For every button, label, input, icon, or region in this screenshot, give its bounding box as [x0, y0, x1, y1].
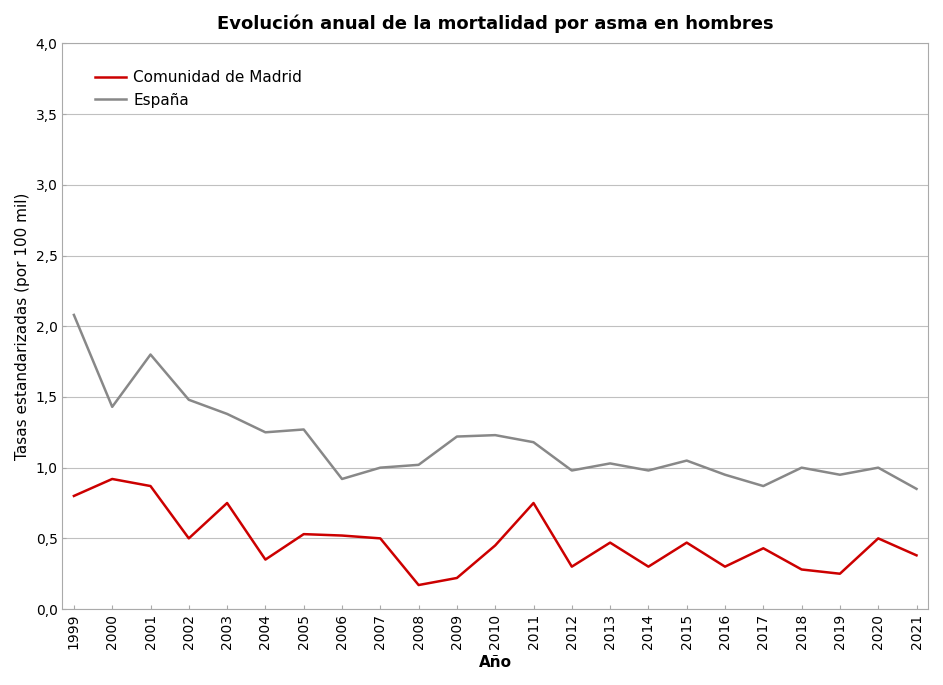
Comunidad de Madrid	[337, 532, 348, 540]
España	[183, 396, 194, 404]
España	[566, 466, 577, 475]
España	[489, 431, 501, 439]
España	[259, 428, 271, 436]
España	[835, 471, 846, 479]
X-axis label: Año: Año	[479, 655, 512, 670]
Comunidad de Madrid	[720, 562, 731, 571]
Comunidad de Madrid	[107, 475, 118, 483]
Comunidad de Madrid	[757, 544, 769, 552]
Comunidad de Madrid	[604, 538, 616, 547]
España	[681, 456, 692, 464]
España	[413, 461, 424, 469]
España	[757, 482, 769, 490]
Comunidad de Madrid	[796, 565, 807, 573]
España	[452, 432, 463, 440]
Comunidad de Madrid	[566, 562, 577, 571]
Comunidad de Madrid	[528, 499, 539, 507]
España	[222, 410, 233, 418]
Comunidad de Madrid	[911, 551, 922, 560]
Line: Comunidad de Madrid: Comunidad de Madrid	[74, 479, 917, 585]
España	[298, 425, 309, 434]
Comunidad de Madrid	[413, 581, 424, 589]
España	[337, 475, 348, 483]
Comunidad de Madrid	[145, 482, 157, 490]
Comunidad de Madrid	[68, 492, 79, 500]
Comunidad de Madrid	[835, 570, 846, 578]
España	[145, 351, 157, 359]
Comunidad de Madrid	[452, 574, 463, 582]
Comunidad de Madrid	[681, 538, 692, 547]
Line: España: España	[74, 315, 917, 489]
Y-axis label: Tasas estandarizadas (por 100 mil): Tasas estandarizadas (por 100 mil)	[15, 192, 30, 460]
España	[796, 464, 807, 472]
Comunidad de Madrid	[183, 534, 194, 543]
Comunidad de Madrid	[222, 499, 233, 507]
España	[374, 464, 386, 472]
España	[720, 471, 731, 479]
España	[107, 403, 118, 411]
Comunidad de Madrid	[489, 541, 501, 549]
España	[911, 485, 922, 493]
Legend: Comunidad de Madrid, España: Comunidad de Madrid, España	[88, 62, 309, 115]
España	[68, 311, 79, 319]
España	[872, 464, 884, 472]
España	[604, 460, 616, 468]
Comunidad de Madrid	[872, 534, 884, 543]
Comunidad de Madrid	[259, 556, 271, 564]
Comunidad de Madrid	[298, 530, 309, 538]
Title: Evolución anual de la mortalidad por asma en hombres: Evolución anual de la mortalidad por asm…	[217, 15, 773, 34]
España	[528, 438, 539, 447]
Comunidad de Madrid	[643, 562, 654, 571]
España	[643, 466, 654, 475]
Comunidad de Madrid	[374, 534, 386, 543]
